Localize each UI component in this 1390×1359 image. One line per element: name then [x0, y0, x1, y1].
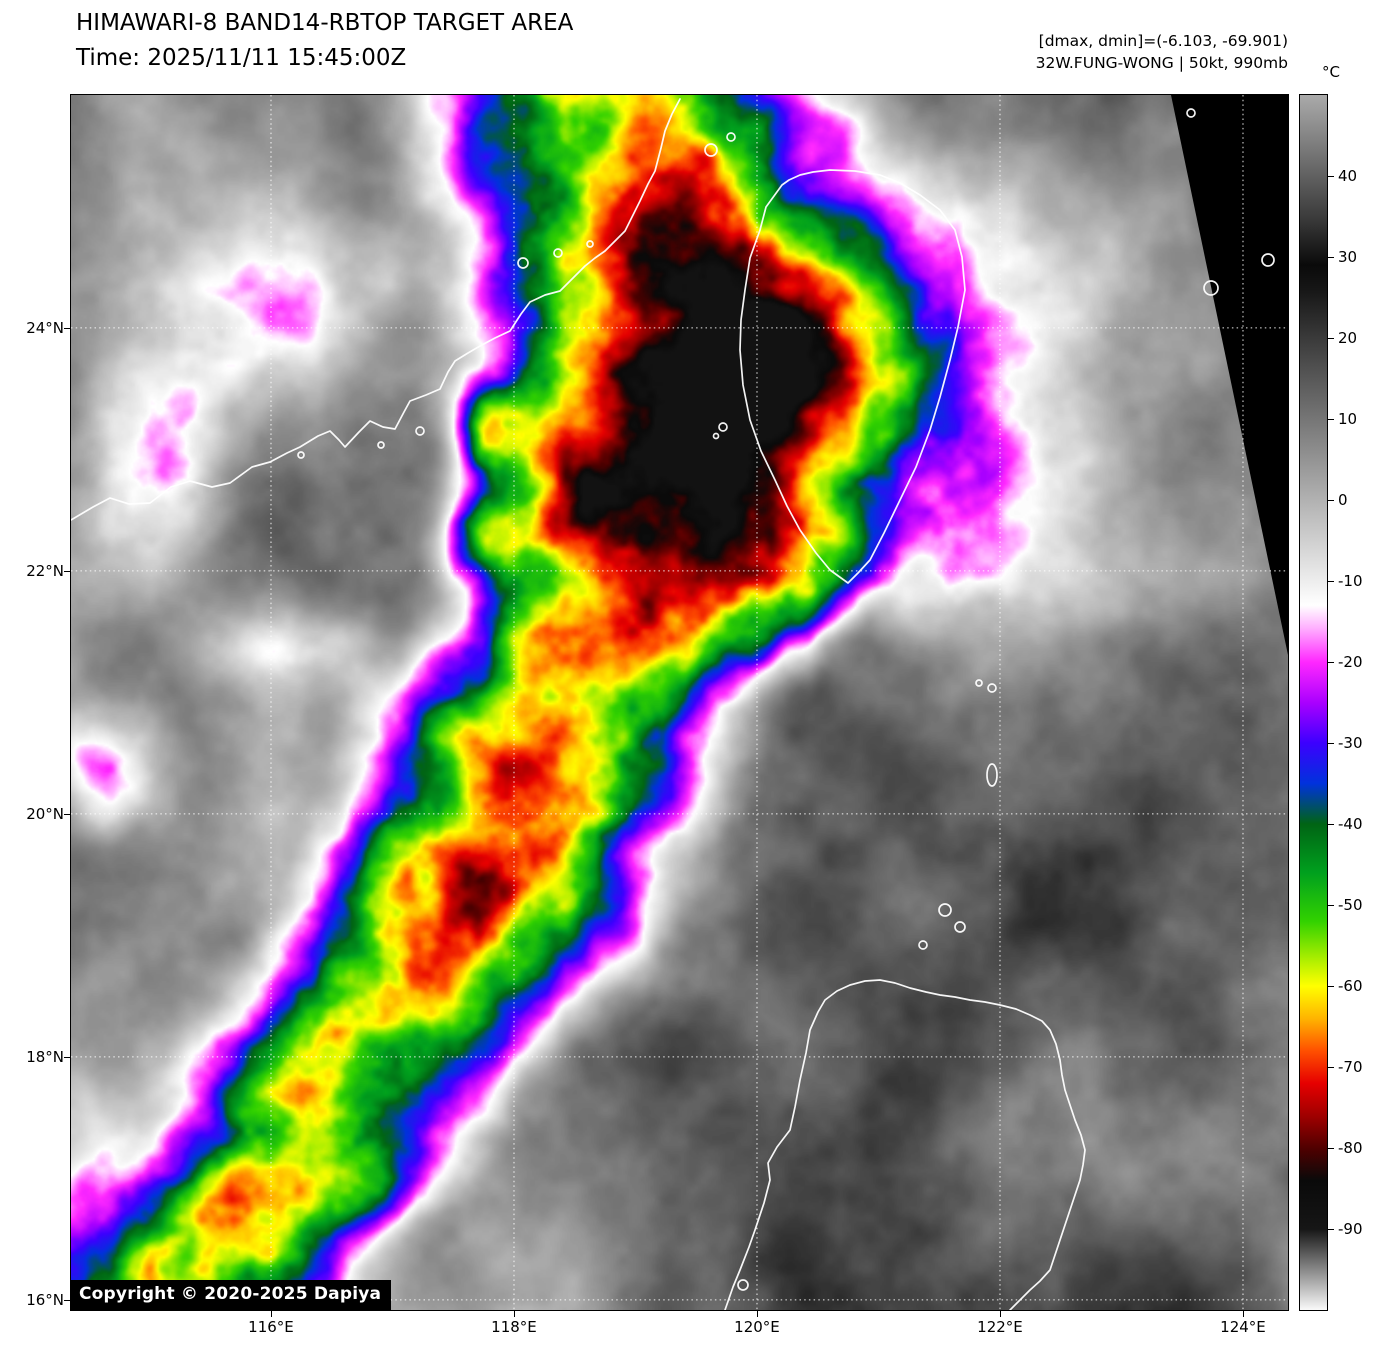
- colorbar-tick-mark: [1328, 500, 1334, 501]
- colorbar-tick-label: -80: [1338, 1139, 1363, 1157]
- lon-tick-label: 124°E: [1220, 1318, 1266, 1336]
- island-outline: [553, 248, 563, 258]
- colorbar-tick-mark: [1328, 824, 1334, 825]
- lat-tick-mark: [64, 327, 71, 329]
- island-outline: [586, 240, 594, 248]
- lat-tick-mark: [64, 1299, 71, 1301]
- island-outline: [737, 1279, 749, 1291]
- satellite-map: Copyright © 2020-2025 Dapiya: [70, 94, 1289, 1311]
- colorbar-tick-mark: [1328, 257, 1334, 258]
- colorbar-tick-label: -50: [1338, 896, 1363, 914]
- colorbar-tick-mark: [1328, 419, 1334, 420]
- island-outline: [1203, 280, 1219, 296]
- colorbar-tick-mark: [1328, 986, 1334, 987]
- island-outline: [726, 132, 736, 142]
- time-label: Time: 2025/11/11 15:45:00Z: [76, 45, 407, 71]
- lon-tick-mark: [1242, 1311, 1244, 1317]
- lat-tick-label: 16°N: [26, 1290, 64, 1309]
- storm-info-label: 32W.FUNG-WONG | 50kt, 990mb: [1035, 54, 1288, 72]
- satellite-imagery-canvas: [71, 95, 1288, 1310]
- island-outline: [918, 940, 928, 950]
- island-outline: [954, 921, 966, 933]
- lat-tick-mark: [64, 570, 71, 572]
- colorbar-tick-mark: [1328, 662, 1334, 663]
- colorbar-tick-mark: [1328, 905, 1334, 906]
- colorbar-unit-label: °C: [1322, 63, 1340, 81]
- coastline-china: [71, 98, 681, 521]
- header-annotations: [dmax, dmin]=(-6.103, -69.901) 32W.FUNG-…: [1036, 30, 1288, 74]
- lon-tick-mark: [270, 1311, 272, 1317]
- colorbar-tick-mark: [1328, 581, 1334, 582]
- island-outline: [1261, 253, 1275, 267]
- coastline-luzon: [724, 979, 1086, 1310]
- lon-tick-label: 122°E: [977, 1318, 1023, 1336]
- graticule-grid: [71, 95, 1288, 1310]
- lat-tick-mark: [64, 813, 71, 815]
- colorbar-tick-label: -20: [1338, 653, 1363, 671]
- island-outline: [987, 683, 997, 693]
- island-outline: [517, 257, 529, 269]
- island-outline: [712, 432, 720, 440]
- lat-tick-label: 22°N: [26, 561, 64, 580]
- island-outline: [704, 143, 718, 157]
- colorbar-gradient: [1299, 94, 1328, 1311]
- page-title: HIMAWARI-8 BAND14-RBTOP TARGET AREA: [76, 10, 574, 36]
- island-outline: [938, 903, 952, 917]
- lon-tick-label: 116°E: [248, 1318, 294, 1336]
- lat-tick-label: 24°N: [26, 318, 64, 337]
- lon-tick-mark: [999, 1311, 1001, 1317]
- island-outline: [377, 441, 385, 449]
- colorbar-tick-label: -70: [1338, 1058, 1363, 1076]
- lon-tick-mark: [756, 1311, 758, 1317]
- dmax-dmin-label: [dmax, dmin]=(-6.103, -69.901): [1038, 32, 1288, 50]
- colorbar-tick-mark: [1328, 1148, 1334, 1149]
- colorbar-tick-label: -90: [1338, 1220, 1363, 1238]
- colorbar-tick-mark: [1328, 1229, 1334, 1230]
- colorbar-tick-label: 20: [1338, 329, 1358, 347]
- island-outline: [718, 422, 728, 432]
- coastline-taiwan: [739, 169, 966, 584]
- colorbar-tick-label: 30: [1338, 248, 1358, 266]
- map-overlay: [71, 95, 1288, 1310]
- island-outline: [975, 679, 983, 687]
- colorbar-tick-label: -30: [1338, 734, 1363, 752]
- lon-tick-label: 118°E: [491, 1318, 537, 1336]
- colorbar-tick-mark: [1328, 743, 1334, 744]
- lat-tick-label: 18°N: [26, 1047, 64, 1066]
- island-outline: [986, 763, 998, 787]
- island-outline: [415, 426, 425, 436]
- coastlines: [71, 98, 1275, 1310]
- colorbar-tick-label: -60: [1338, 977, 1363, 995]
- colorbar-tick-mark: [1328, 338, 1334, 339]
- colorbar-tick-mark: [1328, 176, 1334, 177]
- island-outline: [1186, 108, 1196, 118]
- colorbar-tick-label: 10: [1338, 410, 1358, 428]
- offscan-black-region: [1171, 95, 1288, 655]
- colorbar-tick-label: -40: [1338, 815, 1363, 833]
- colorbar-tick-label: 40: [1338, 167, 1358, 185]
- lon-tick-mark: [513, 1311, 515, 1317]
- lon-tick-label: 120°E: [734, 1318, 780, 1336]
- lat-tick-label: 20°N: [26, 804, 64, 823]
- colorbar-tick-label: -10: [1338, 572, 1363, 590]
- copyright-label: Copyright © 2020-2025 Dapiya: [71, 1280, 392, 1310]
- lat-tick-mark: [64, 1056, 71, 1058]
- colorbar-tick-mark: [1328, 1067, 1334, 1068]
- island-outline: [297, 451, 305, 459]
- colorbar-tick-label: 0: [1338, 491, 1348, 509]
